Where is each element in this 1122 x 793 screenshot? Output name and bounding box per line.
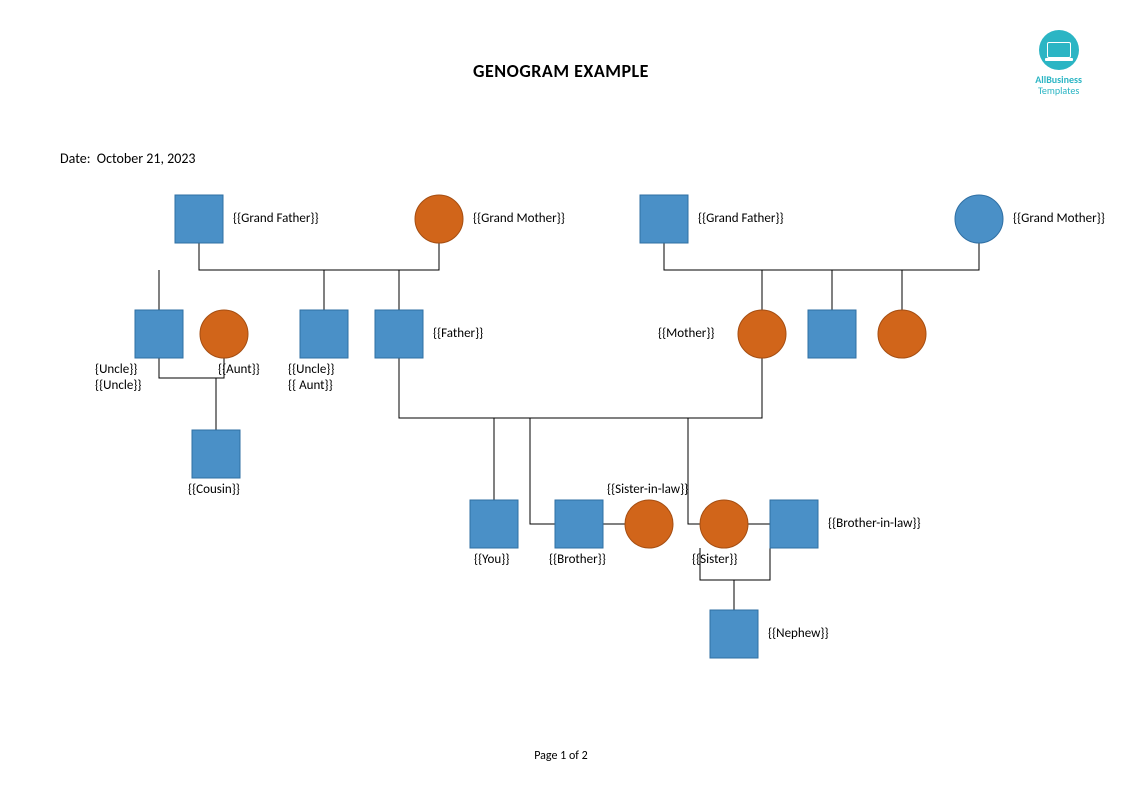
node-label-gm2: {{Grand Mother}} bbox=[1013, 211, 1105, 226]
connector-line bbox=[664, 243, 979, 270]
node-label-brother: {{Brother}} bbox=[549, 552, 606, 567]
connector-line bbox=[688, 418, 700, 524]
node-label-sil: {{Sister-in-law}} bbox=[607, 482, 688, 497]
node-gm1 bbox=[415, 195, 463, 243]
genogram-canvas bbox=[0, 0, 1122, 793]
node-sib_f bbox=[878, 310, 926, 358]
node-uncle2 bbox=[300, 310, 348, 358]
node-nephew bbox=[710, 610, 758, 658]
node-gf2 bbox=[640, 195, 688, 243]
node-label-sister: {{Sister}} bbox=[692, 552, 737, 567]
node-gm2 bbox=[955, 195, 1003, 243]
connector-line bbox=[159, 358, 224, 378]
node-label-uncle2: {{Uncle}} bbox=[288, 362, 334, 377]
node-label-nephew: {{Nephew}} bbox=[768, 626, 829, 641]
node-label-you: {{You}} bbox=[474, 552, 509, 567]
node-label-mother: {{Mother}} bbox=[658, 326, 715, 341]
node-label-gm1: {{Grand Mother}} bbox=[473, 211, 565, 226]
node-you bbox=[470, 500, 518, 548]
node-uncle1 bbox=[135, 310, 183, 358]
connector-line bbox=[530, 418, 555, 524]
node-label-uncle1: {Uncle}} bbox=[95, 362, 137, 377]
node-brother bbox=[555, 500, 603, 548]
node-aunt1 bbox=[200, 310, 248, 358]
node-label-bil: {{Brother-in-law}} bbox=[828, 516, 921, 531]
node-sib_m bbox=[808, 310, 856, 358]
node-label-gf2: {{Grand Father}} bbox=[698, 211, 784, 226]
node-label-father: {{Father}} bbox=[433, 326, 483, 341]
node-gf1 bbox=[175, 195, 223, 243]
node-label-aunt1: {{Aunt}} bbox=[218, 362, 260, 377]
connector-line bbox=[399, 358, 762, 418]
node-sil bbox=[625, 500, 673, 548]
node-mother bbox=[738, 310, 786, 358]
node-sister bbox=[700, 500, 748, 548]
node-label-uncle1: {{Uncle}} bbox=[95, 378, 141, 393]
node-father bbox=[375, 310, 423, 358]
connector-line bbox=[199, 243, 439, 270]
node-bil bbox=[770, 500, 818, 548]
node-label-uncle2: {{ Aunt}} bbox=[288, 378, 333, 393]
node-label-gf1: {{Grand Father}} bbox=[233, 211, 319, 226]
node-label-cousin: {{Cousin}} bbox=[188, 482, 240, 497]
node-cousin bbox=[192, 430, 240, 478]
